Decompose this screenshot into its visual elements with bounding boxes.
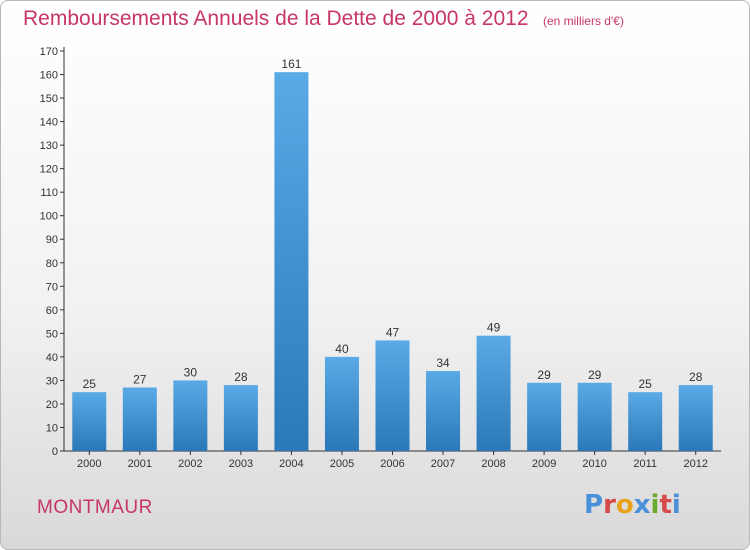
y-tick-label: 90 — [46, 234, 58, 246]
logo-letter: P — [584, 490, 604, 520]
bar — [527, 382, 562, 451]
proxiti-logo: Proxiti — [584, 490, 681, 520]
data-label: 25 — [83, 377, 97, 391]
bar — [577, 382, 612, 451]
data-label: 161 — [281, 57, 301, 71]
commune-name: MONTMAUR — [37, 497, 153, 518]
y-tick-label: 80 — [46, 258, 58, 270]
title-row: Remboursements Annuels de la Dette de 20… — [23, 7, 624, 31]
y-tick-label: 110 — [40, 187, 58, 199]
y-tick-label: 40 — [46, 352, 58, 364]
y-tick-label: 130 — [40, 140, 58, 152]
logo-letter: i — [671, 490, 681, 520]
y-tick-label: 10 — [46, 422, 58, 434]
x-tick-label: 2004 — [279, 458, 303, 470]
data-label: 28 — [689, 370, 703, 384]
logo-letter: i — [650, 490, 660, 520]
y-tick-label: 70 — [46, 281, 58, 293]
y-tick-label: 120 — [40, 164, 58, 176]
chart-title: Remboursements Annuels de la Dette de 20… — [23, 7, 529, 30]
y-tick-label: 60 — [46, 305, 58, 317]
y-tick-label: 140 — [40, 117, 58, 129]
x-tick-label: 2012 — [683, 458, 707, 470]
bar — [122, 387, 157, 451]
data-label: 27 — [133, 372, 147, 386]
x-tick-label: 2001 — [128, 458, 152, 470]
x-tick-label: 2008 — [481, 458, 505, 470]
y-tick-label: 50 — [46, 328, 58, 340]
y-tick-label: 100 — [40, 211, 58, 223]
x-tick-label: 2011 — [633, 458, 657, 470]
bar — [678, 385, 713, 451]
x-tick-label: 2000 — [77, 458, 101, 470]
data-label: 29 — [588, 368, 602, 382]
bar — [274, 72, 309, 452]
logo-letter: r — [603, 490, 616, 520]
y-tick-label: 0 — [52, 446, 58, 458]
bar — [72, 392, 107, 451]
logo-letter: x — [633, 490, 651, 520]
data-label: 29 — [537, 368, 551, 382]
data-label: 25 — [639, 377, 653, 391]
x-tick-label: 2009 — [532, 458, 556, 470]
data-label: 34 — [436, 356, 450, 370]
bar — [375, 340, 410, 451]
y-tick-label: 160 — [40, 70, 58, 82]
x-tick-label: 2005 — [330, 458, 354, 470]
x-tick-label: 2010 — [582, 458, 606, 470]
x-tick-label: 2006 — [380, 458, 404, 470]
data-label: 47 — [386, 325, 400, 339]
x-tick-label: 2003 — [229, 458, 253, 470]
data-label: 30 — [184, 365, 198, 379]
data-label: 40 — [335, 342, 349, 356]
bar — [476, 335, 511, 451]
bar — [426, 371, 461, 451]
y-tick-label: 150 — [40, 93, 58, 105]
bar — [223, 385, 258, 451]
bar — [324, 356, 359, 451]
bar — [173, 380, 208, 451]
chart-subtitle: (en milliers d'€) — [542, 14, 624, 28]
logo-letter: o — [615, 490, 634, 520]
data-label: 28 — [234, 370, 248, 384]
y-tick-label: 170 — [40, 46, 58, 58]
data-label: 49 — [487, 321, 501, 335]
y-tick-label: 30 — [46, 375, 58, 387]
x-tick-label: 2007 — [431, 458, 455, 470]
bar — [628, 392, 663, 451]
bar-chart: 0 10 20 30 40 50 60 70 80 90 100 110 120 130 140 150 160… — [40, 46, 721, 470]
x-tick-label: 2002 — [178, 458, 202, 470]
logo-letter: t — [659, 490, 672, 520]
y-tick-label: 20 — [46, 399, 58, 411]
